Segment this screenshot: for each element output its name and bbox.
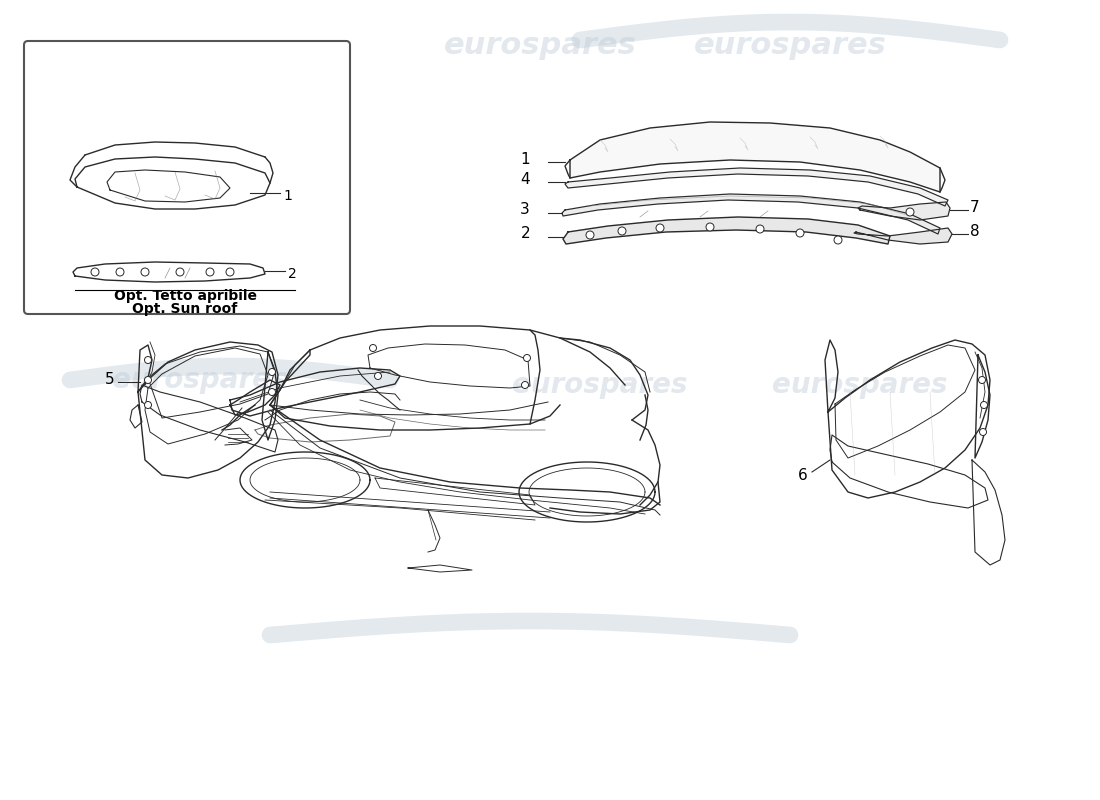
Polygon shape (563, 217, 890, 244)
Circle shape (521, 382, 528, 389)
Circle shape (834, 236, 842, 244)
Text: eurospares: eurospares (443, 30, 637, 59)
Text: 1: 1 (520, 151, 530, 166)
Circle shape (374, 373, 382, 379)
Circle shape (370, 345, 376, 351)
Text: 1: 1 (283, 189, 292, 203)
Circle shape (979, 429, 987, 435)
Polygon shape (562, 194, 940, 234)
Circle shape (586, 231, 594, 239)
Circle shape (980, 402, 988, 409)
Text: 7: 7 (970, 199, 980, 214)
Circle shape (268, 389, 275, 395)
FancyBboxPatch shape (24, 41, 350, 314)
Circle shape (618, 227, 626, 235)
Circle shape (144, 402, 152, 409)
Text: 6: 6 (799, 467, 808, 482)
Text: eurospares: eurospares (112, 366, 288, 394)
Text: eurospares: eurospares (694, 30, 887, 59)
Polygon shape (854, 228, 952, 244)
Circle shape (979, 377, 986, 383)
Text: 8: 8 (970, 223, 980, 238)
Text: eurospares: eurospares (513, 371, 688, 399)
Circle shape (144, 357, 152, 363)
Circle shape (268, 369, 275, 375)
Polygon shape (565, 168, 948, 206)
Circle shape (144, 377, 152, 383)
Polygon shape (858, 202, 950, 220)
Circle shape (756, 225, 764, 233)
Text: 2: 2 (520, 226, 530, 242)
Text: Opt. Tetto apribile: Opt. Tetto apribile (113, 289, 256, 303)
Text: Opt. Sun roof: Opt. Sun roof (132, 302, 238, 316)
Text: 2: 2 (288, 267, 297, 281)
Circle shape (524, 354, 530, 362)
Text: 4: 4 (520, 171, 530, 186)
Circle shape (706, 223, 714, 231)
Text: eurospares: eurospares (772, 371, 948, 399)
Circle shape (656, 224, 664, 232)
Text: 3: 3 (520, 202, 530, 218)
Circle shape (906, 208, 914, 216)
Circle shape (796, 229, 804, 237)
Text: 5: 5 (106, 371, 116, 386)
Polygon shape (570, 122, 940, 192)
